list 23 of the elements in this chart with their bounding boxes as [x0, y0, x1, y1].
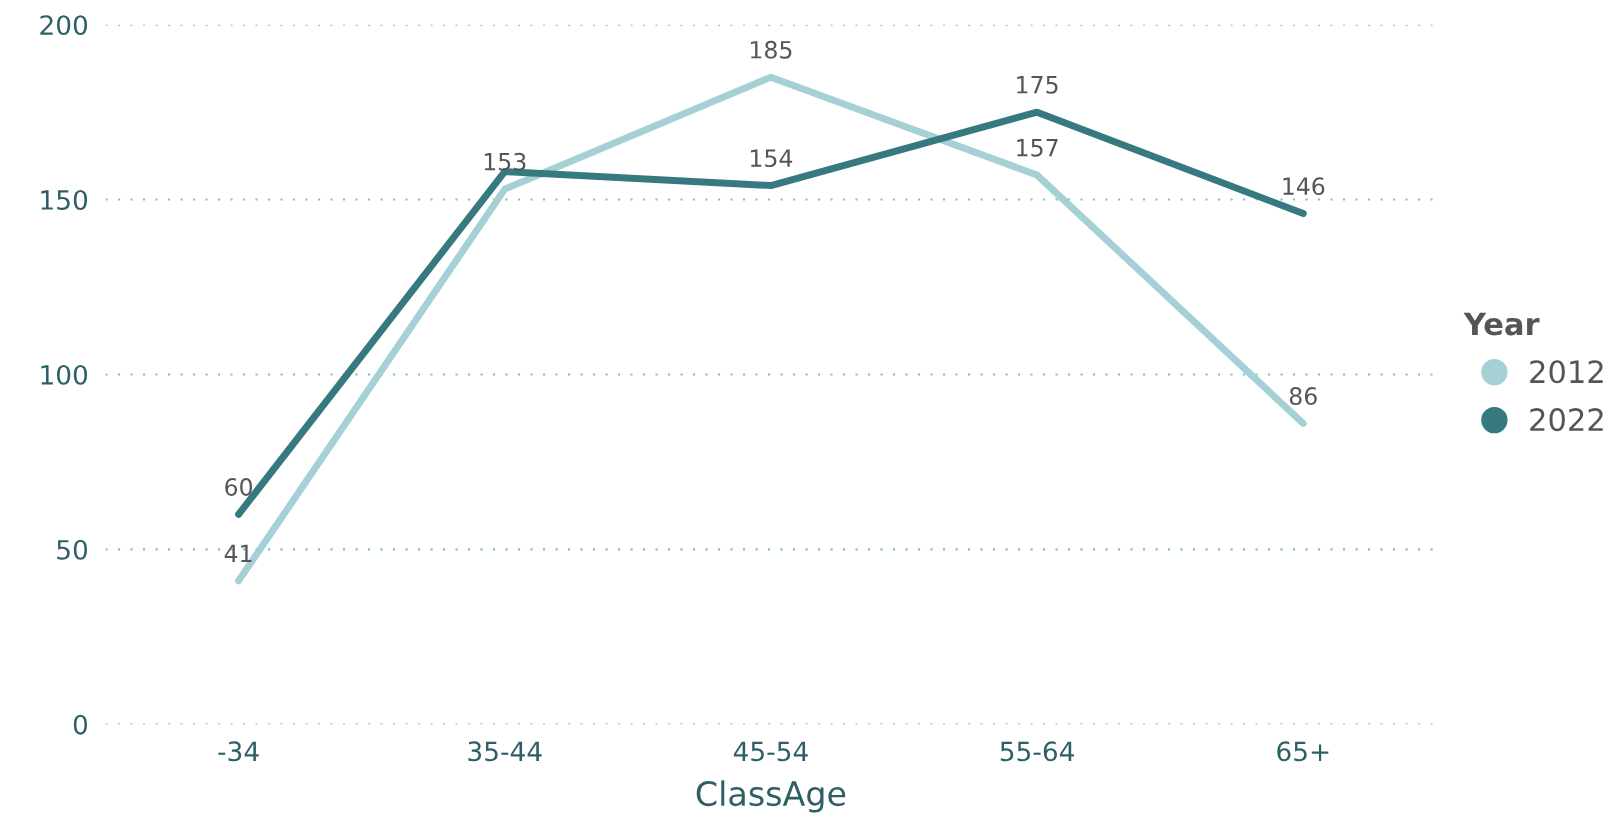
data-label: 154 — [750, 149, 793, 168]
x-tick-label: 65+ — [1277, 741, 1329, 762]
y-tick-label: 100 — [41, 364, 88, 385]
x-tick-label: 55-64 — [1000, 741, 1074, 762]
data-label: 146 — [1283, 177, 1325, 196]
y-tick-label: 200 — [40, 15, 88, 36]
data-label: 157 — [1017, 139, 1058, 157]
data-label: 185 — [750, 40, 792, 59]
data-label: 41 — [224, 544, 252, 563]
legend-title: Year — [1463, 312, 1540, 336]
y-tick-label: 150 — [41, 190, 88, 210]
x-tick-label: 45-54 — [733, 741, 808, 762]
legend-label: 2022 — [1530, 408, 1603, 432]
legend-label: 2012 — [1530, 360, 1603, 384]
data-label: 153 — [484, 152, 526, 171]
data-label: 60 — [225, 478, 253, 496]
x-axis-title: ClassAge — [696, 780, 846, 813]
x-tick-label: 35-44 — [468, 741, 542, 762]
data-label: 86 — [1289, 387, 1317, 405]
x-tick-label: -34 — [218, 741, 259, 762]
y-tick-label: 50 — [57, 539, 88, 560]
data-label: 175 — [1017, 76, 1058, 94]
y-tick-label: 0 — [73, 714, 88, 735]
